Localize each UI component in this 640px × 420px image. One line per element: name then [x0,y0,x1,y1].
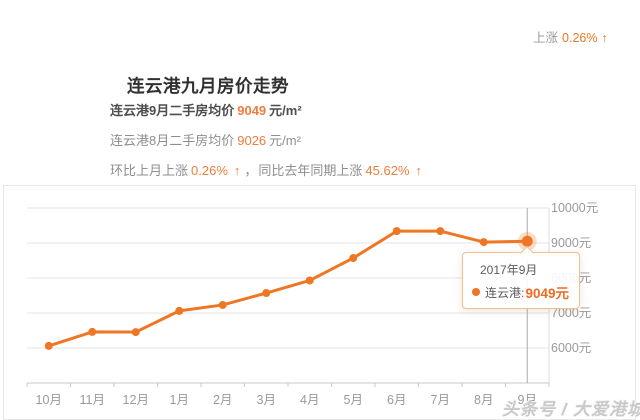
x-axis-label: 10月 [35,393,62,407]
tooltip-value: 9049元 [525,286,569,301]
x-axis-label: 12月 [122,393,149,407]
previous-month-price-line: 连云港8月二手房均价 9026 元/m² [110,130,301,149]
data-point[interactable] [349,254,358,263]
comparison-line: 环比上月上涨 0.26% ↑ ，同比去年同期上涨 45.62% ↑ [110,160,425,179]
current-month-price-line: 连云港9月二手房均价 9049 元/m² [110,100,302,119]
yoy-up-arrow-icon: ↑ [415,163,423,178]
tooltip-date: 2017年9月 [480,263,538,277]
data-point[interactable] [88,327,97,336]
mom-up-arrow-icon: ↑ [233,163,241,178]
x-axis-label: 11月 [79,393,105,407]
series-line [47,229,529,348]
trend-badge-label: 上涨 [533,31,559,45]
previous-month-value: 9026 [237,133,267,148]
x-axis-label: 5月 [343,393,363,407]
x-axis-label: 6月 [387,393,407,407]
page-title: 连云港九月房价走势 [127,76,289,96]
data-point[interactable] [305,276,314,285]
tooltip-series-name: 连云港: [485,285,525,300]
current-month-value: 9049 [237,103,267,118]
data-point[interactable] [479,238,488,247]
data-point[interactable] [262,289,271,298]
data-point[interactable] [175,306,184,315]
mom-value: 0.26% [191,163,228,178]
up-arrow-icon: ↑ [601,31,608,45]
trend-badge: 上涨 0.26% ↑ [533,27,608,46]
trend-badge-value: 0.26% [562,31,598,45]
y-axis-label: 7000元 [551,306,592,320]
current-month-label: 连云港9月二手房均价 [110,103,235,118]
tooltip-series-row: 连云港: 9049元 [472,282,569,302]
x-axis-label: 4月 [300,393,320,407]
current-month-unit: 元/m² [269,103,302,118]
chart-tooltip: 2017年9月 连云港: 9049元 [462,245,580,309]
x-axis-label: 7月 [430,393,450,407]
mom-label: 环比上月上涨 [110,163,189,178]
data-point[interactable] [131,328,140,337]
previous-month-unit: 元/m² [269,133,301,148]
x-axis-label: 8月 [474,393,494,407]
y-axis-label: 9000元 [551,236,592,250]
yoy-label: 同比去年同期上涨 [258,163,363,178]
data-point[interactable] [392,227,401,236]
data-point[interactable] [218,300,227,309]
x-axis-label: 3月 [256,393,276,407]
y-axis-label: 6000元 [551,341,592,355]
data-point[interactable] [436,227,445,236]
data-point-current[interactable] [521,235,533,247]
data-point[interactable] [44,341,53,350]
x-axis-label: 2月 [213,393,233,407]
previous-month-label: 连云港8月二手房均价 [110,133,235,148]
x-axis-label: 1月 [169,393,189,407]
x-axis-label: 9月 [517,393,537,407]
comparison-separator: ， [244,163,258,178]
y-axis-label: 10000元 [551,201,599,215]
series-dot-icon [472,288,480,296]
yoy-value: 45.62% [365,163,410,178]
price-trend-chart [26,207,550,387]
watermark: 头条号 / 大爱港城 [502,400,640,419]
